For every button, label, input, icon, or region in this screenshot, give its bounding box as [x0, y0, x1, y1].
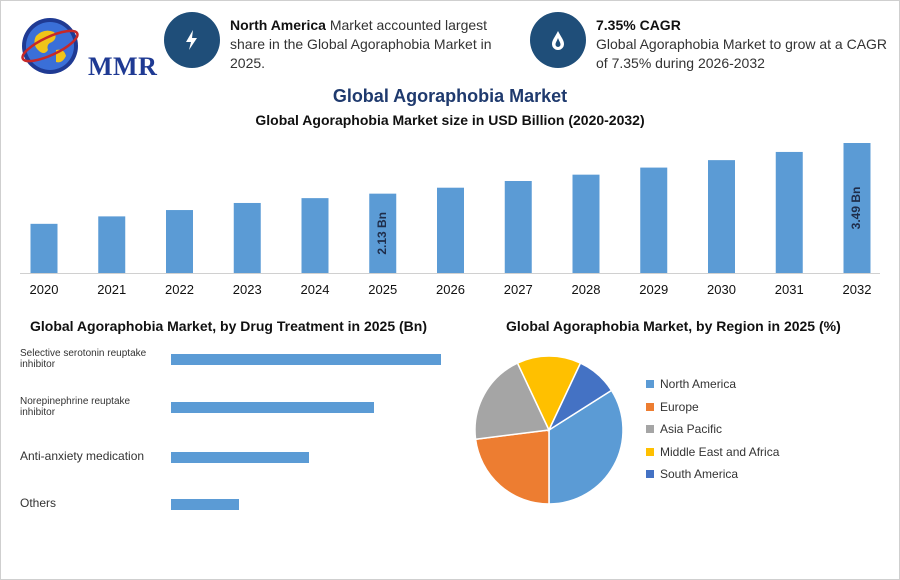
bar-2023	[233, 202, 261, 273]
bar-2024	[301, 198, 329, 273]
info1-text: Market accounted largest share in the Gl…	[230, 17, 492, 71]
drop-icon-badge	[530, 12, 586, 68]
x-tick-label: 2022	[165, 282, 194, 297]
lightning-icon-badge	[164, 12, 220, 68]
drug-label: Anti-anxiety medication	[20, 449, 145, 463]
info2-bold: 7.35% CAGR	[596, 17, 681, 33]
logo-text: MMR	[88, 52, 158, 81]
x-tick-label: 2021	[97, 282, 126, 297]
x-tick-label: 2032	[843, 282, 872, 297]
bar-2022	[166, 210, 193, 273]
x-tick-label: 2027	[504, 282, 533, 297]
pie-slice	[474, 362, 551, 441]
globe-icon	[21, 18, 79, 74]
market-size-bar-chart: 2020 2021 2022 2023 2024 2025 2.13 Bn 2026 2027 2…	[20, 143, 880, 297]
drop-icon	[552, 31, 564, 50]
pie-slice	[547, 362, 613, 433]
legend-label: Middle East and Africa	[660, 444, 780, 459]
x-tick-label: 2029	[639, 282, 668, 297]
bar-2027	[504, 180, 532, 273]
x-tick-label: 2030	[707, 282, 736, 297]
info-north-america: North America Market accounted largest s…	[230, 16, 500, 73]
pie-slice	[474, 429, 550, 505]
drug-bar	[171, 402, 374, 413]
info-cagr: 7.35% CAGR Global Agoraphobia Market to …	[596, 16, 892, 73]
x-tick-label: 2031	[775, 282, 804, 297]
legend-label: South America	[660, 467, 739, 481]
bar-2032	[843, 143, 871, 273]
region-title: Global Agoraphobia Market, by Region in …	[506, 318, 841, 334]
legend-swatch	[646, 447, 654, 456]
bar-2030	[708, 160, 735, 273]
legend-label: Asia Pacific	[660, 422, 723, 436]
drug-treatment-title: Global Agoraphobia Market, by Drug Treat…	[30, 318, 427, 334]
pie-slice	[516, 355, 582, 432]
bar-chart-title: Global Agoraphobia Market size in USD Bi…	[255, 112, 645, 128]
drug-label: Norepinephrine reuptake inhibitor	[20, 396, 131, 418]
legend-label: Europe	[660, 399, 699, 414]
drug-label: Selective serotonin reuptake inhibitor	[20, 348, 147, 370]
data-label: 3.49 Bn	[849, 187, 863, 230]
legend-swatch	[646, 402, 654, 411]
x-tick-label: 2023	[233, 282, 262, 297]
bar-2031	[775, 151, 803, 273]
x-tick-label: 2024	[301, 282, 330, 297]
bar-2025	[369, 193, 397, 273]
legend-label: North America	[660, 377, 737, 391]
x-tick-label: 2026	[436, 282, 465, 297]
drug-bar	[171, 452, 309, 463]
drug-label: Others	[20, 496, 57, 510]
region-pie-chart	[474, 355, 624, 505]
info2-text: Global Agoraphobia Market to grow at a C…	[596, 36, 888, 71]
bar-2028	[572, 174, 600, 273]
data-label: 2.13 Bn	[375, 212, 389, 255]
drug-bar	[171, 354, 441, 365]
bar-2029	[640, 167, 668, 273]
legend-swatch	[646, 425, 654, 433]
x-tick-label: 2025	[368, 282, 397, 297]
bar-2020	[30, 223, 58, 273]
info1-bold: North America	[230, 17, 326, 33]
main-title: Global Agoraphobia Market	[332, 86, 568, 106]
bar-2026	[437, 187, 464, 273]
legend-swatch	[646, 380, 654, 388]
mmr-logo: MMR	[18, 14, 157, 81]
bar-2021	[98, 216, 126, 273]
drug-bar	[171, 499, 239, 510]
x-tick-label: 2020	[30, 282, 59, 297]
legend-swatch	[646, 470, 654, 478]
x-tick-label: 2028	[572, 282, 601, 297]
lightning-icon	[186, 30, 197, 50]
